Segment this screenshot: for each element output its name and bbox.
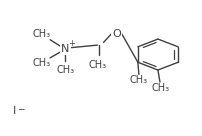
Text: −: − bbox=[17, 104, 25, 113]
Text: CH₃: CH₃ bbox=[129, 75, 147, 85]
Text: I: I bbox=[13, 106, 16, 116]
Text: CH₃: CH₃ bbox=[88, 60, 106, 70]
Text: N: N bbox=[61, 44, 69, 54]
Text: CH₃: CH₃ bbox=[150, 83, 169, 92]
Text: +: + bbox=[67, 39, 74, 48]
Text: CH₃: CH₃ bbox=[33, 58, 51, 68]
Text: CH₃: CH₃ bbox=[33, 29, 51, 39]
Text: CH₃: CH₃ bbox=[56, 65, 74, 75]
Text: O: O bbox=[112, 29, 120, 39]
